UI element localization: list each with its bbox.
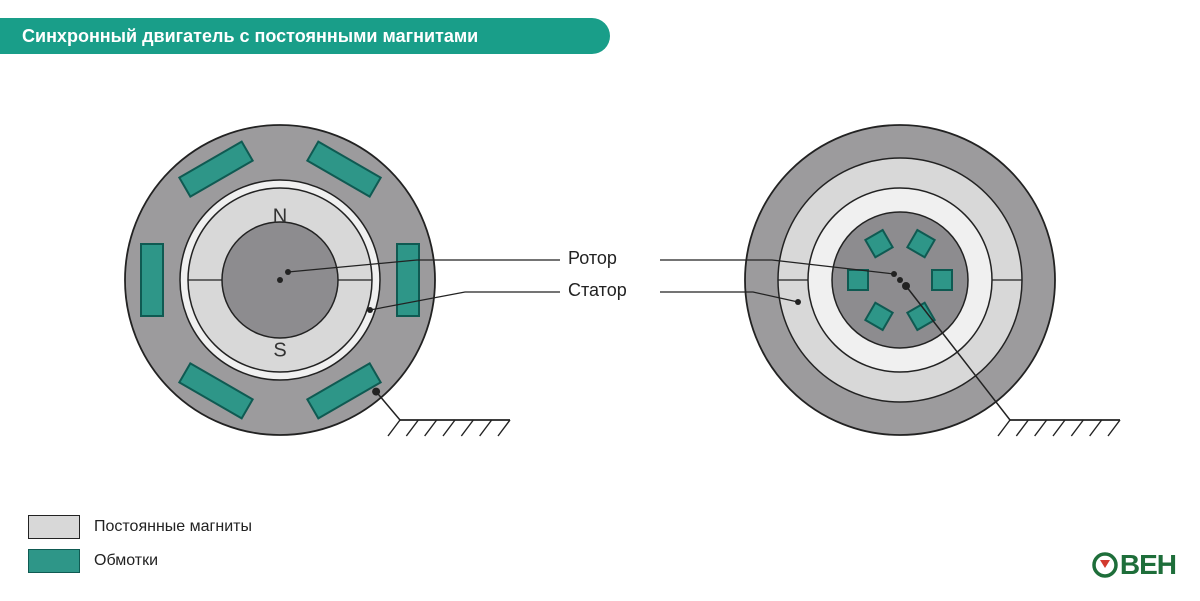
legend-item-windings: Обмотки <box>28 549 252 573</box>
legend-label-windings: Обмотки <box>94 552 158 570</box>
pole-label-s: S <box>273 340 286 363</box>
label-rotor: Ротор <box>568 248 617 269</box>
logo-text: ВЕН <box>1120 549 1176 581</box>
legend-swatch-magnets <box>28 515 80 539</box>
pole-label-n: N <box>273 206 287 229</box>
brand-logo: ВЕН <box>1092 549 1176 581</box>
legend-item-magnets: Постоянные магниты <box>28 515 252 539</box>
legend-swatch-windings <box>28 549 80 573</box>
legend: Постоянные магниты Обмотки <box>28 505 252 573</box>
legend-label-magnets: Постоянные магниты <box>94 518 252 536</box>
logo-icon <box>1092 552 1118 578</box>
label-stator: Статор <box>568 280 627 301</box>
